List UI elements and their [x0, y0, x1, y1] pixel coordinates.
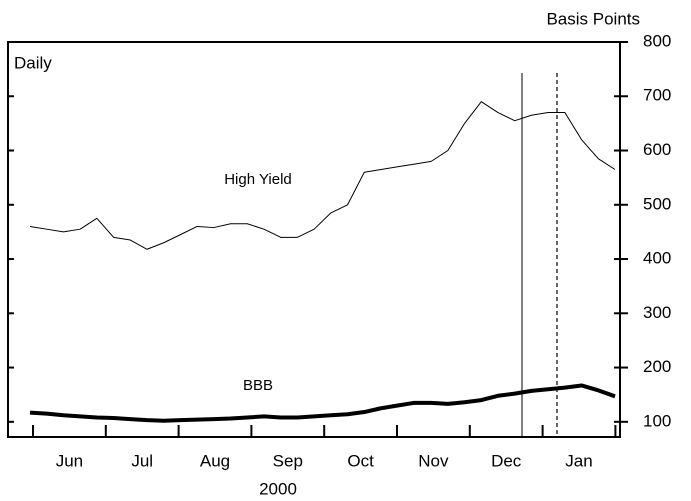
- x-tick-label: Aug: [200, 451, 230, 470]
- y-axis-label: Basis Points: [546, 9, 640, 28]
- x-tick-label: Sep: [273, 451, 303, 470]
- x-tick-label: Jun: [56, 451, 83, 470]
- y-tick-label: 200: [643, 357, 671, 376]
- series-label: BBB: [243, 377, 273, 394]
- y-tick-label: 600: [643, 140, 671, 159]
- y-tick-label: 300: [643, 303, 671, 322]
- y-tick-label: 400: [643, 249, 671, 268]
- x-tick-label: Jan: [565, 451, 592, 470]
- y-tick-label: 500: [643, 194, 671, 213]
- series-line: [29, 101, 616, 250]
- plot-frame: [7, 41, 621, 438]
- x-tick-label: Dec: [491, 451, 522, 470]
- y-tick-label: 800: [643, 31, 671, 50]
- frequency-label: Daily: [14, 53, 52, 72]
- x-tick-label: Nov: [418, 451, 449, 470]
- series-line: [29, 383, 616, 423]
- x-tick-label: Oct: [347, 451, 374, 470]
- y-tick-label: 700: [643, 86, 671, 105]
- x-tick-label: Jul: [131, 451, 153, 470]
- year-label: 2000: [259, 479, 297, 498]
- y-tick-label: 100: [643, 411, 671, 430]
- series-label: High Yield: [224, 171, 292, 188]
